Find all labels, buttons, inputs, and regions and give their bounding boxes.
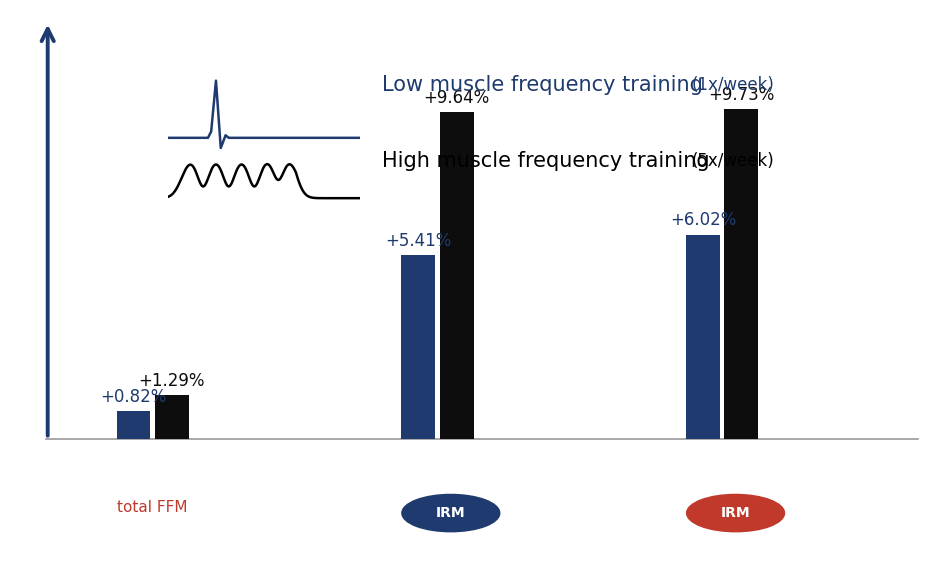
Text: total FFM: total FFM xyxy=(118,500,188,515)
Text: High muscle frequency training: High muscle frequency training xyxy=(382,151,716,171)
Bar xyxy=(401,255,435,439)
Circle shape xyxy=(402,494,500,532)
Text: +9.64%: +9.64% xyxy=(424,89,490,107)
Text: (1x/week): (1x/week) xyxy=(691,76,774,94)
Circle shape xyxy=(687,494,785,532)
Text: Low muscle frequency training: Low muscle frequency training xyxy=(382,75,709,95)
Bar xyxy=(439,112,474,439)
Text: +9.73%: +9.73% xyxy=(708,86,774,104)
Bar xyxy=(686,235,720,439)
Text: (5x/week): (5x/week) xyxy=(691,152,774,170)
Text: +5.41%: +5.41% xyxy=(385,232,452,250)
Text: +1.29%: +1.29% xyxy=(139,372,205,390)
Text: +0.82%: +0.82% xyxy=(101,388,167,406)
Bar xyxy=(155,395,188,439)
Text: IRM: IRM xyxy=(721,506,750,520)
Text: IRM: IRM xyxy=(436,506,466,520)
Bar xyxy=(724,109,759,439)
Text: +6.02%: +6.02% xyxy=(670,211,736,229)
Bar xyxy=(117,411,150,439)
